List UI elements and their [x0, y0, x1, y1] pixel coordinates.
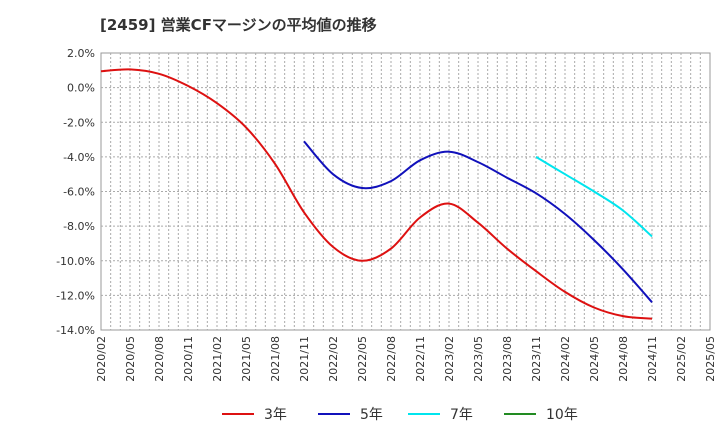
x-axis: 2020/02 2020/05 2020/08 2020/11 2021/02 2021/…: [95, 336, 717, 382]
legend-label: 5年: [360, 407, 383, 423]
y-tick-label: -10.0%: [56, 255, 95, 268]
x-tick-label: 2022/05: [356, 336, 369, 382]
y-tick-label: -4.0%: [63, 151, 95, 164]
x-tick-label: 2023/05: [472, 336, 485, 382]
x-tick-label: 2023/08: [501, 336, 514, 382]
chart-title: [2459] 営業CFマージンの平均値の推移: [100, 16, 377, 34]
x-tick-label: 2023/02: [443, 336, 456, 382]
x-tick-label: 2021/02: [211, 336, 224, 382]
legend-label: 3年: [264, 407, 287, 423]
x-tick-label: 2022/02: [327, 336, 340, 382]
x-tick-label: 2024/02: [559, 336, 572, 382]
y-tick-label: -2.0%: [63, 116, 95, 129]
y-tick-label: -14.0%: [56, 324, 95, 337]
x-tick-label: 2022/11: [414, 336, 427, 382]
x-tick-label: 2023/11: [530, 336, 543, 382]
x-tick-label: 2021/11: [298, 336, 311, 382]
series-line-1: [303, 140, 653, 303]
x-tick-label: 2021/08: [269, 336, 282, 382]
y-axis: 2.0% 0.0% -2.0% -4.0% -6.0% -8.0% -10.0% -12.0%…: [56, 47, 95, 337]
x-tick-label: 2025/05: [704, 336, 717, 382]
x-tick-label: 2020/11: [182, 336, 195, 382]
series-line-0: [100, 68, 653, 320]
legend-label: 10年: [546, 407, 578, 423]
x-tick-label: 2024/08: [617, 336, 630, 382]
legend: 3年 5年 7年 10年: [222, 407, 578, 423]
y-tick-label: -12.0%: [56, 289, 95, 302]
x-tick-label: 2022/08: [385, 336, 398, 382]
x-tick-label: 2020/02: [95, 336, 108, 382]
y-tick-label: -6.0%: [63, 186, 95, 199]
legend-label: 7年: [450, 407, 473, 423]
x-tick-label: 2025/02: [675, 336, 688, 382]
y-tick-label: 0.0%: [67, 82, 95, 95]
y-tick-label: 2.0%: [67, 47, 95, 60]
series-line-2: [535, 156, 653, 238]
x-tick-label: 2024/11: [646, 336, 659, 382]
x-tick-label: 2020/05: [124, 336, 137, 382]
y-tick-label: -8.0%: [63, 220, 95, 233]
x-tick-label: 2021/05: [240, 336, 253, 382]
series-lines: [100, 68, 653, 320]
x-tick-label: 2024/05: [588, 336, 601, 382]
grid: [101, 53, 710, 330]
x-tick-label: 2020/08: [153, 336, 166, 382]
